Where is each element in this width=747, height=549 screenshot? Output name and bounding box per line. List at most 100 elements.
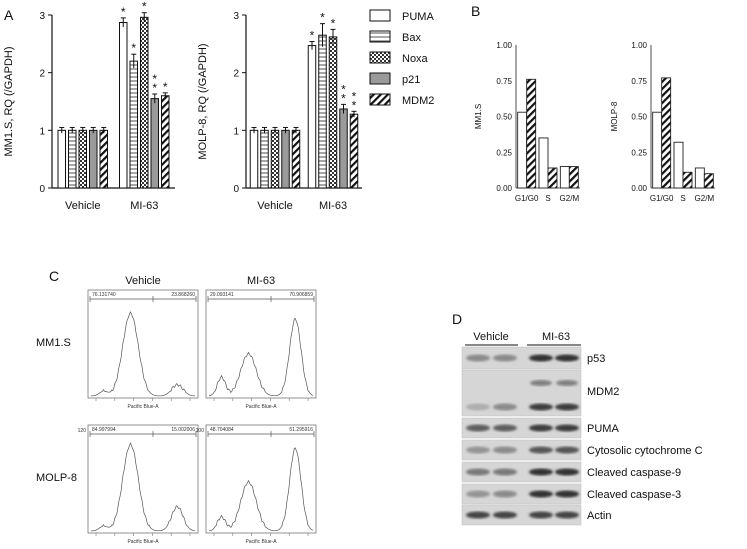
flow-x-label: Pacific Blue-A bbox=[127, 404, 159, 410]
y-tick-label: 1.00 bbox=[631, 41, 647, 50]
x-category-label: Vehicle bbox=[65, 200, 100, 212]
significance-star: * bbox=[121, 5, 126, 19]
blot-band bbox=[529, 468, 553, 476]
blot-row-label: p53 bbox=[587, 353, 605, 365]
y-tick-label: 0.50 bbox=[496, 113, 512, 122]
blot-band bbox=[529, 511, 553, 519]
blot-row-label: PUMA bbox=[587, 423, 619, 435]
bar bbox=[349, 113, 359, 189]
blot-band bbox=[530, 380, 552, 386]
y-tick-label: 0.75 bbox=[631, 77, 647, 86]
blot-band bbox=[555, 354, 579, 362]
blot-band bbox=[493, 446, 517, 454]
blot-band bbox=[466, 468, 490, 476]
bar bbox=[318, 34, 327, 189]
bar bbox=[270, 129, 280, 189]
significance-star: * bbox=[310, 29, 315, 43]
bar bbox=[568, 166, 579, 189]
bar bbox=[129, 60, 138, 189]
flow-frame bbox=[205, 289, 317, 399]
bar bbox=[78, 129, 87, 189]
flow-histogram: 48.704084 51.295916 100 Pacific Blue-A bbox=[196, 424, 317, 545]
flow-frame bbox=[87, 424, 199, 534]
bar bbox=[547, 167, 558, 189]
flow-curve bbox=[208, 447, 314, 532]
blot-band bbox=[466, 403, 490, 411]
bar bbox=[68, 129, 77, 189]
x-category-label: G2/M bbox=[560, 194, 580, 203]
bar bbox=[140, 16, 149, 189]
blot-row: Cytosolic cytochrome C bbox=[461, 439, 703, 461]
y-tick-label: 0.25 bbox=[496, 148, 512, 157]
flow-curve bbox=[208, 318, 314, 397]
bar bbox=[260, 129, 269, 189]
blot-band bbox=[493, 490, 517, 498]
flow-column-header: Vehicle bbox=[125, 275, 160, 287]
blot-band bbox=[466, 511, 490, 519]
bar bbox=[694, 167, 705, 189]
x-category-label: MI-63 bbox=[130, 200, 158, 212]
blot-row-label: Actin bbox=[587, 510, 611, 522]
blot-strip bbox=[461, 504, 582, 526]
y-tick-label: 0.50 bbox=[631, 113, 647, 122]
blot-row: p53 bbox=[461, 346, 605, 370]
blot-row-label: MDM2 bbox=[587, 386, 619, 398]
y-tick-label: 1.00 bbox=[496, 41, 512, 50]
y-tick-label: 3 bbox=[39, 11, 45, 22]
significance-star: * bbox=[152, 72, 157, 86]
chart-b-mm1s: 0.00 0.25 0.50 0.75 1.00 MM1.S G1/G0 S G2/M bbox=[474, 41, 580, 203]
y-tick-label: 0.25 bbox=[631, 148, 647, 157]
blot-band bbox=[529, 490, 553, 498]
y-tick-label: 1 bbox=[233, 126, 239, 137]
flow-curve bbox=[91, 442, 196, 532]
flow-gate-right-value: 23.868260 bbox=[171, 292, 195, 298]
blot-band bbox=[466, 446, 490, 454]
blot-row-label: Cleaved caspase-3 bbox=[587, 489, 681, 501]
blot-group-label: MI-63 bbox=[542, 331, 570, 343]
significance-star: * bbox=[352, 89, 357, 103]
significance-star: * bbox=[320, 11, 325, 25]
x-category-label: MI-63 bbox=[319, 200, 347, 212]
bar bbox=[526, 78, 537, 189]
legend-label: Noxa bbox=[402, 53, 429, 65]
bar bbox=[307, 45, 317, 189]
x-category-label: G1/G0 bbox=[515, 194, 539, 203]
y-axis-label: MOLP-8 bbox=[610, 101, 619, 131]
panel-letter-c: C bbox=[49, 268, 59, 284]
y-axis-label: MM1.S bbox=[474, 104, 483, 129]
flow-column-header: MI-63 bbox=[247, 275, 275, 287]
blot-strip bbox=[461, 439, 582, 461]
legend-label: p21 bbox=[402, 74, 420, 86]
flow-frame bbox=[205, 424, 317, 534]
blot-band bbox=[493, 424, 517, 432]
flow-cytometry-panel: Vehicle MI-63 MM1.S MOLP-8 76.131740 23.86826… bbox=[36, 275, 317, 545]
legend-label: MDM2 bbox=[402, 95, 434, 107]
flow-curve bbox=[91, 311, 196, 397]
y-tick-label: 2 bbox=[233, 69, 239, 80]
x-category-label: Vehicle bbox=[257, 200, 292, 212]
flow-gate-left-value: 48.704084 bbox=[210, 427, 234, 433]
blot-band bbox=[555, 468, 579, 476]
blot-band bbox=[556, 380, 578, 386]
blot-strip bbox=[461, 346, 582, 370]
y-tick-label: 3 bbox=[233, 11, 239, 22]
blot-band bbox=[493, 403, 517, 411]
blot-band bbox=[493, 511, 517, 519]
flow-row-label: MOLP-8 bbox=[36, 472, 77, 484]
blot-row: PUMA bbox=[461, 417, 619, 439]
y-tick-label: 1 bbox=[39, 126, 45, 137]
blot-row-label: Cleaved caspase-9 bbox=[587, 467, 681, 479]
flow-row-label: MM1.S bbox=[36, 337, 71, 349]
blot-band bbox=[529, 446, 553, 454]
legend-label: Bax bbox=[402, 32, 421, 44]
blot-band bbox=[555, 446, 579, 454]
blot-row-label: Cytosolic cytochrome C bbox=[587, 445, 703, 457]
blot-band bbox=[466, 424, 490, 432]
blot-band bbox=[555, 403, 579, 411]
significance-star: * bbox=[341, 82, 346, 96]
blot-band bbox=[555, 424, 579, 432]
blot-band bbox=[555, 490, 579, 498]
flow-y-max: 100 bbox=[196, 428, 205, 434]
